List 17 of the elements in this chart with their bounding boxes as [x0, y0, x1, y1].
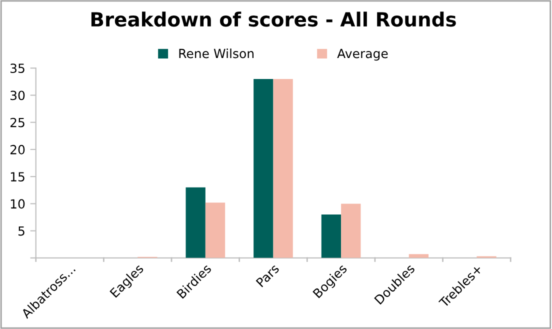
- bar: [408, 254, 429, 258]
- bar: [186, 187, 206, 258]
- y-tick-label: 35: [10, 64, 24, 74]
- bar: [321, 214, 342, 258]
- bar: [273, 78, 293, 258]
- y-tick-label: 25: [10, 118, 24, 128]
- y-tick-label: 5: [18, 226, 24, 236]
- bar: [205, 202, 226, 258]
- y-tick-label: 20: [10, 144, 25, 154]
- legend-label: Average: [337, 48, 388, 61]
- bar: [254, 78, 274, 258]
- y-tick-label: 10: [10, 199, 25, 209]
- y-tick-label: 15: [10, 172, 24, 182]
- y-tick-label: 30: [10, 90, 25, 100]
- bar: [341, 204, 361, 258]
- chart-title: Breakdown of scores - All Rounds: [91, 12, 456, 27]
- legend-label: Rene Wilson: [179, 48, 254, 58]
